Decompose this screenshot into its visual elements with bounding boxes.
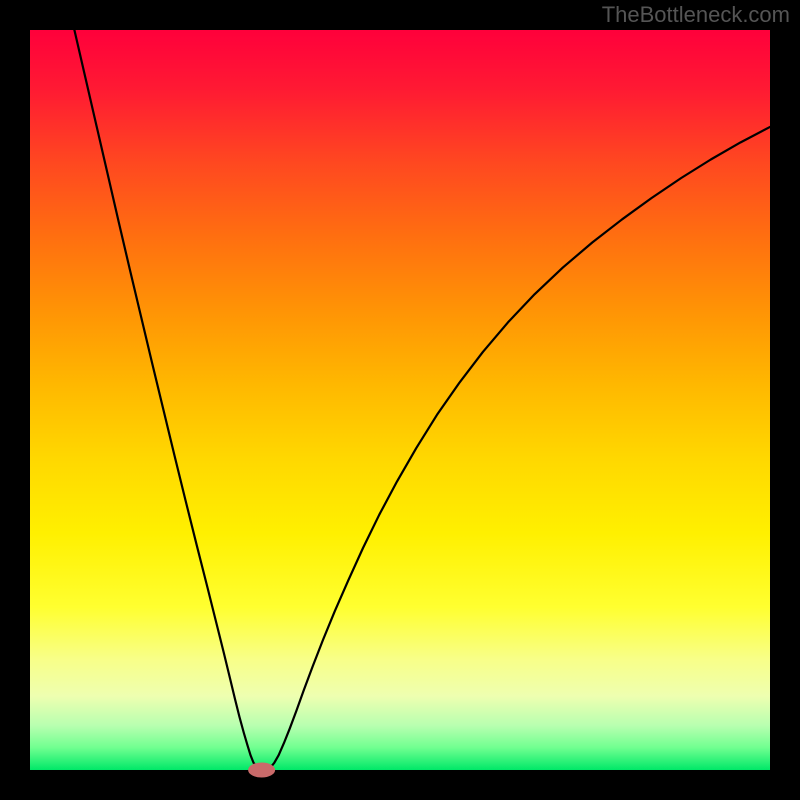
watermark-text: TheBottleneck.com [602, 2, 790, 28]
bottleneck-chart [0, 0, 800, 800]
chart-container: TheBottleneck.com [0, 0, 800, 800]
